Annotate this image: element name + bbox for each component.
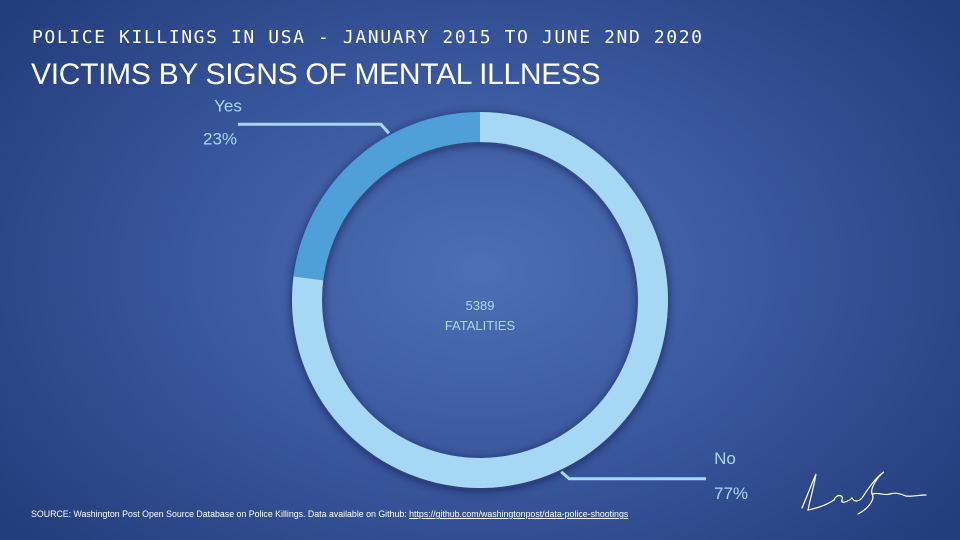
leader-line-yes xyxy=(238,122,391,135)
source-text: SOURCE: Washington Post Open Source Data… xyxy=(31,509,410,519)
leader-line-no xyxy=(560,470,706,481)
slice-label-no: No xyxy=(714,449,736,468)
slice-yes xyxy=(293,112,480,281)
chart-title: VICTIMS BY SIGNS OF MENTAL ILLNESS xyxy=(31,58,601,91)
slice-label-yes: Yes xyxy=(214,96,242,115)
center-total-value: 5389 xyxy=(466,298,495,313)
source-note: SOURCE: Washington Post Open Source Data… xyxy=(31,509,628,519)
center-total-label: FATALITIES xyxy=(445,318,516,333)
chart-supertitle: POLICE KILLINGS IN USA - JANUARY 2015 TO… xyxy=(32,27,704,48)
slice-percent-no: 77% xyxy=(714,484,748,503)
slice-percent-yes: 23% xyxy=(203,129,237,148)
author-signature xyxy=(801,471,927,515)
source-link[interactable]: https://github.com/washingtonpost/data-p… xyxy=(409,509,629,519)
